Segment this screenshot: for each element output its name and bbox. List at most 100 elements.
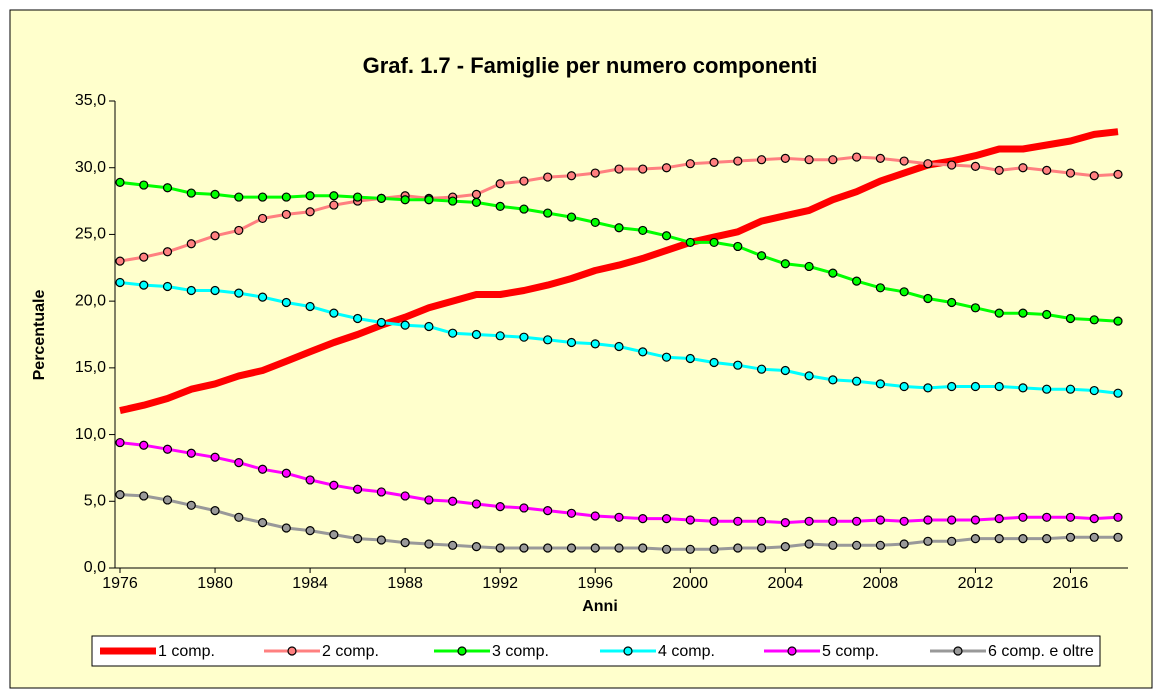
x-axis-label: Anni: [582, 598, 618, 615]
data-point: [994, 514, 1004, 524]
data-point: [733, 156, 743, 166]
data-point: [804, 539, 814, 549]
y-tick-label: 20,0: [75, 292, 106, 309]
data-point: [614, 341, 624, 352]
data-point: [305, 475, 315, 485]
x-tick-label: 1988: [387, 575, 423, 592]
data-point: [994, 165, 1004, 175]
data-point: [543, 543, 553, 553]
data-point: [448, 196, 458, 206]
data-point: [590, 511, 600, 521]
data-point: [471, 542, 482, 552]
data-point: [353, 484, 363, 494]
data-point: [661, 163, 672, 173]
data-point: [566, 337, 577, 348]
data-point: [685, 159, 695, 169]
legend-label: 6 comp. e oltre: [988, 643, 1094, 660]
data-point: [638, 543, 648, 553]
legend-marker: [953, 646, 963, 656]
data-point: [661, 514, 672, 524]
data-point: [1113, 316, 1123, 326]
data-point: [947, 536, 957, 546]
data-point: [281, 297, 291, 308]
data-point: [685, 353, 695, 364]
data-point: [543, 172, 553, 182]
data-point: [162, 247, 173, 257]
data-point: [970, 381, 981, 392]
data-point: [234, 512, 244, 522]
data-point: [519, 543, 529, 553]
data-point: [947, 381, 957, 392]
data-point: [329, 480, 339, 490]
legend-label: 2 comp.: [322, 643, 379, 660]
data-point: [1089, 385, 1099, 396]
data-point: [1042, 384, 1052, 394]
data-point: [614, 164, 624, 174]
data-point: [1042, 512, 1052, 522]
data-point: [685, 544, 695, 554]
data-point: [234, 457, 244, 468]
data-point: [756, 543, 767, 553]
data-point: [519, 503, 529, 513]
data-point: [566, 212, 577, 222]
data-point: [495, 331, 505, 341]
data-point: [139, 252, 149, 262]
data-point: [899, 156, 909, 166]
data-point: [1089, 532, 1099, 542]
data-point: [257, 292, 268, 302]
data-point: [305, 526, 315, 536]
data-point: [376, 535, 386, 545]
data-point: [733, 516, 743, 526]
data-point: [471, 329, 482, 340]
data-point: [376, 487, 386, 497]
data-point: [947, 515, 957, 525]
data-point: [424, 321, 434, 332]
data-point: [828, 268, 838, 278]
legend-marker: [457, 646, 467, 656]
data-point: [234, 225, 244, 236]
data-point: [780, 542, 790, 552]
data-point: [614, 512, 624, 522]
data-point: [994, 534, 1004, 544]
data-point: [923, 383, 933, 393]
data-point: [899, 381, 909, 392]
data-point: [1018, 308, 1028, 318]
data-point: [590, 339, 600, 349]
x-tick-label: 1980: [197, 575, 233, 592]
data-point: [875, 515, 885, 525]
data-point: [661, 231, 672, 241]
data-point: [162, 495, 173, 505]
data-point: [353, 534, 363, 544]
data-point: [471, 189, 482, 199]
data-point: [852, 152, 862, 162]
data-point: [614, 223, 624, 233]
data-point: [139, 280, 149, 290]
data-point: [899, 287, 909, 297]
data-point: [1018, 534, 1028, 544]
data-point: [329, 191, 339, 201]
data-point: [1089, 514, 1099, 524]
data-point: [756, 364, 767, 374]
data-point: [638, 164, 648, 174]
data-point: [115, 177, 125, 187]
data-point: [186, 188, 196, 198]
data-point: [115, 256, 125, 266]
data-point: [281, 192, 291, 202]
data-point: [305, 301, 315, 312]
data-point: [994, 381, 1004, 392]
x-tick-label: 2008: [863, 575, 899, 592]
y-tick-label: 0,0: [84, 559, 106, 576]
data-point: [281, 209, 291, 220]
data-point: [780, 518, 790, 528]
data-point: [305, 207, 315, 217]
data-point: [899, 539, 909, 549]
legend-label: 5 comp.: [822, 643, 879, 660]
data-point: [448, 540, 458, 550]
data-point: [1065, 384, 1076, 394]
data-point: [852, 516, 862, 526]
data-point: [947, 160, 957, 170]
data-point: [899, 516, 909, 526]
data-point: [923, 515, 933, 525]
x-tick-label: 2004: [768, 575, 804, 592]
